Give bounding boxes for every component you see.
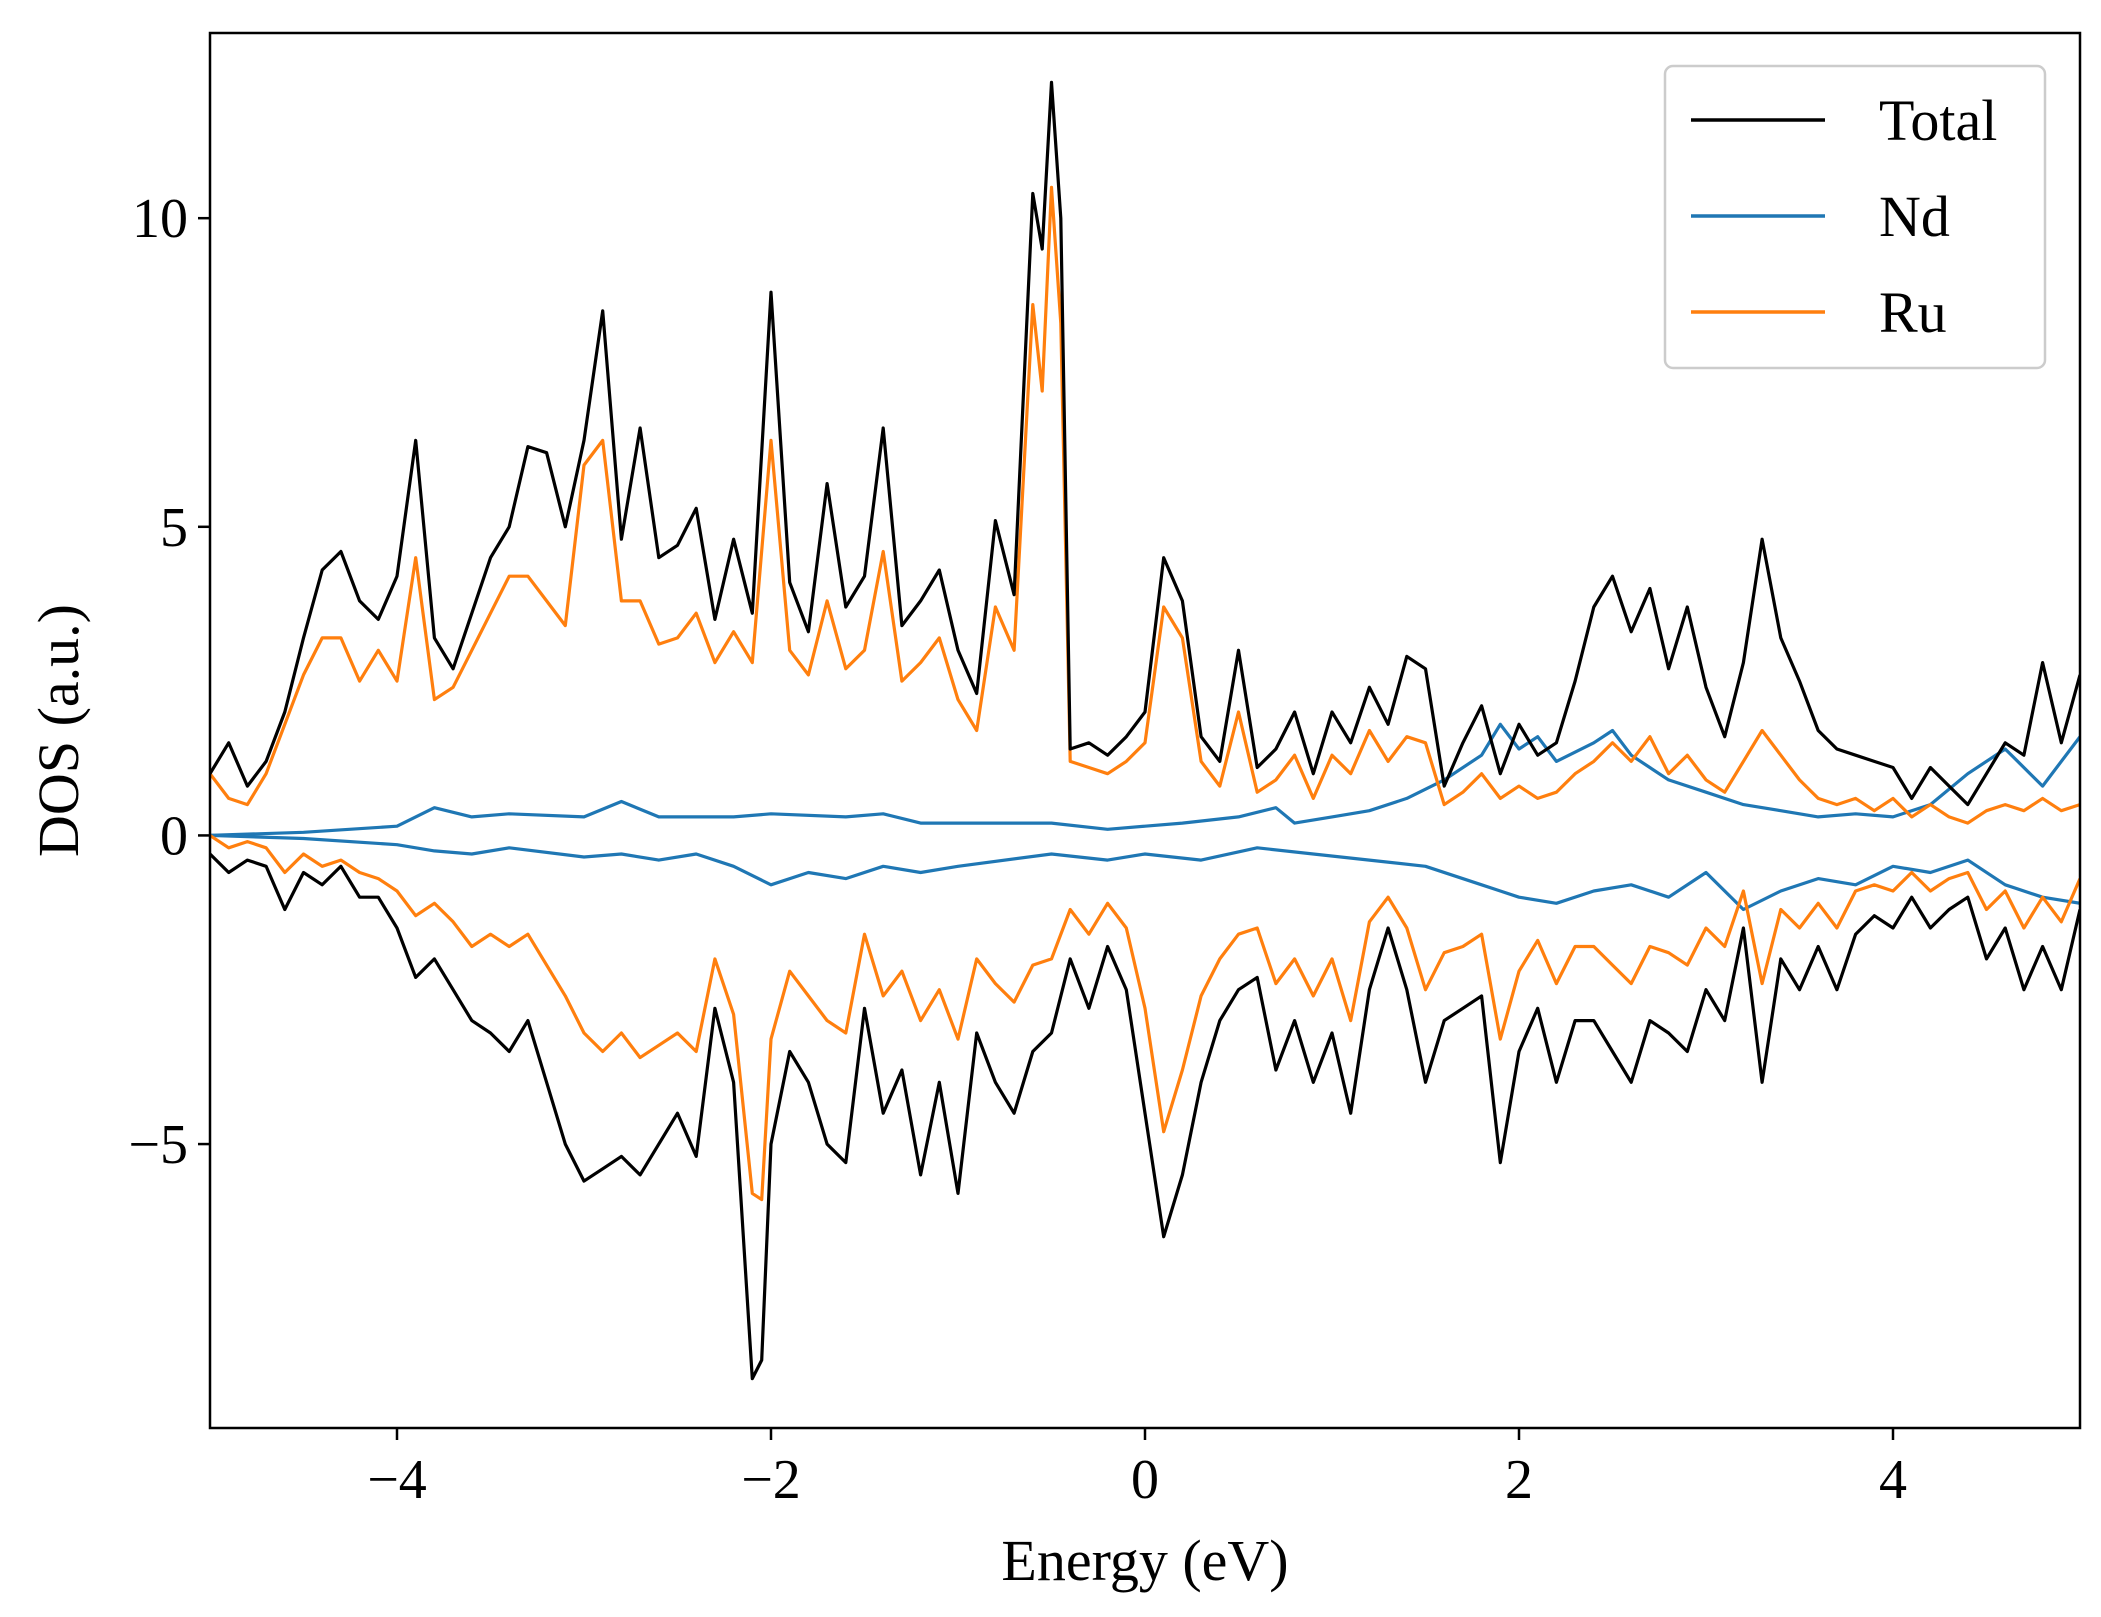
x-tick-label: −4 (367, 1449, 427, 1511)
series-line-ru-down (210, 834, 2080, 1202)
legend: Total Nd Ru (1663, 64, 2047, 370)
y-tick-label: 0 (160, 805, 188, 867)
y-axis-label: DOS (a.u.) (26, 604, 91, 857)
series-layer (210, 80, 2080, 1381)
legend-label-total: Total (1879, 88, 1997, 153)
x-tick-label: 4 (1879, 1449, 1907, 1511)
series-line-ru-up (210, 185, 2080, 825)
legend-box (1663, 64, 2047, 370)
x-axis-label: Energy (eV) (1001, 1528, 1288, 1593)
x-tick-label: −2 (741, 1449, 801, 1511)
legend-label-ru: Ru (1879, 280, 1947, 345)
legend-label-nd: Nd (1879, 184, 1950, 249)
x-axis-ticks: −4 −2 0 2 4 (367, 1428, 1907, 1511)
series-line-total-down (210, 852, 2080, 1381)
x-tick-label: 2 (1505, 1449, 1533, 1511)
y-tick-label: −5 (128, 1114, 188, 1176)
series-line-nd-up (210, 722, 2080, 837)
series-line-nd-down (210, 833, 2080, 912)
x-tick-label: 0 (1131, 1449, 1159, 1511)
series-line-total-up (210, 80, 2080, 807)
y-tick-label: 5 (160, 497, 188, 559)
y-axis-ticks: −5 0 5 10 (128, 188, 210, 1176)
y-tick-label: 10 (132, 188, 188, 250)
